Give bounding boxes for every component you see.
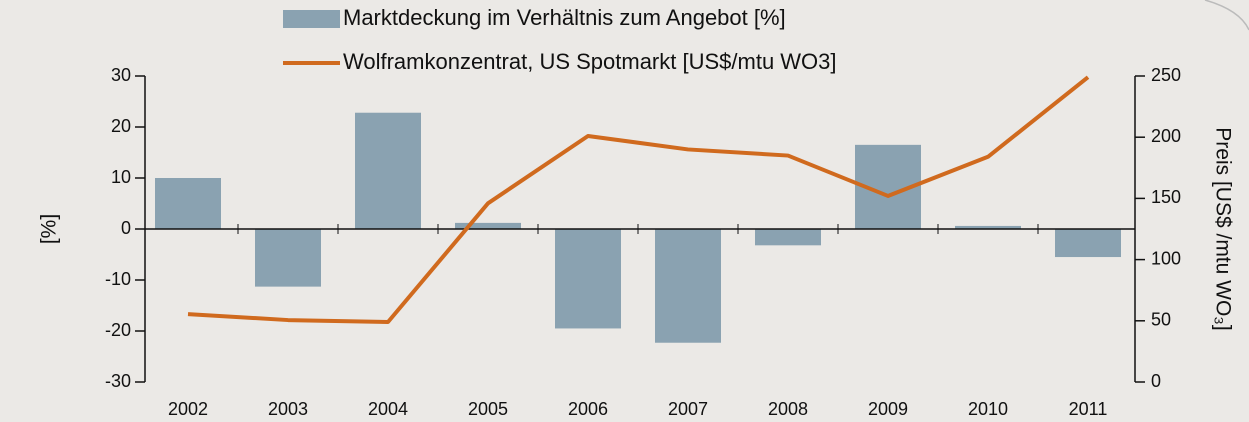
- y-tick-label: 30: [111, 65, 131, 85]
- bar: [355, 112, 421, 229]
- bar: [655, 229, 721, 343]
- y-tick-label: -20: [105, 320, 131, 340]
- y2-tick-label: 100: [1151, 248, 1181, 268]
- bar: [1055, 229, 1121, 258]
- x-tick-label: 2004: [368, 399, 408, 419]
- legend-swatch: [283, 10, 340, 28]
- legend-label: Wolframkonzentrat, US Spotmarkt [US$/mtu…: [343, 49, 837, 74]
- x-tick-label: 2006: [568, 399, 608, 419]
- y2-tick-label: 0: [1151, 371, 1161, 391]
- corner-decoration: [1204, 0, 1249, 31]
- y2-tick-label: 250: [1151, 65, 1181, 85]
- y-tick-label: -10: [105, 269, 131, 289]
- line: [187, 75, 1090, 325]
- x-tick-label: 2010: [968, 399, 1008, 419]
- y2-tick-label: 50: [1151, 310, 1171, 330]
- x-tick-label: 2007: [668, 399, 708, 419]
- x-tick-label: 2008: [768, 399, 808, 419]
- y-tick-label: -30: [105, 371, 131, 391]
- x-tick-label: 2011: [1069, 399, 1108, 419]
- bar: [255, 229, 321, 287]
- x-tick-label: 2002: [168, 399, 208, 419]
- y2-axis-label: Preis [US$ /mtu WO₃]: [1211, 127, 1234, 330]
- y-tick-label: 10: [111, 167, 131, 187]
- y-axis-label: [%]: [38, 214, 61, 244]
- y-tick-label: 0: [121, 218, 131, 238]
- y-tick-label: 20: [111, 116, 131, 136]
- x-tick-label: 2009: [868, 399, 908, 419]
- y2-tick-label: 200: [1151, 126, 1181, 146]
- bar: [555, 229, 621, 329]
- bar: [755, 229, 821, 246]
- x-tick-label: 2005: [468, 399, 508, 419]
- y2-tick-label: 150: [1151, 187, 1181, 207]
- x-tick-label: 2003: [268, 399, 308, 419]
- bar: [155, 178, 221, 229]
- bar: [455, 222, 521, 229]
- bar: [955, 225, 1021, 229]
- legend-label: Marktdeckung im Verhältnis zum Angebot […: [343, 5, 786, 30]
